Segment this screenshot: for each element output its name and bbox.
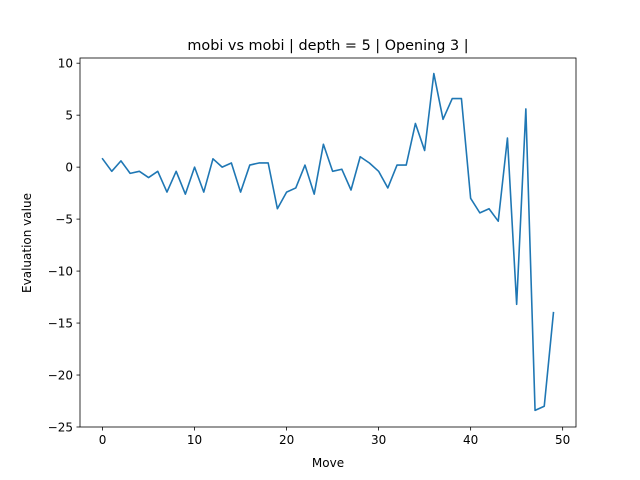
x-axis-ticks: 0 10 20 30 40 50 — [99, 427, 570, 447]
x-axis-label: Move — [312, 456, 344, 470]
x-tick-label: 40 — [463, 433, 478, 447]
y-tick-label: 10 — [58, 56, 73, 70]
axes-frame — [79, 57, 577, 428]
y-tick-label: −5 — [55, 212, 73, 226]
y-tick-label: −25 — [48, 420, 73, 434]
y-axis-ticks: −25 −20 −15 −10 −5 0 5 10 — [48, 56, 80, 434]
y-axis-label: Evaluation value — [20, 193, 34, 293]
x-tick-label: 30 — [371, 433, 386, 447]
x-tick-label: 20 — [279, 433, 294, 447]
y-tick-label: −15 — [48, 316, 73, 330]
y-tick-label: 5 — [65, 108, 73, 122]
y-tick-label: 0 — [65, 160, 73, 174]
x-tick-label: 0 — [99, 433, 107, 447]
plot-area — [101, 72, 555, 412]
y-tick-label: −10 — [48, 264, 73, 278]
y-tick-label: −20 — [48, 368, 73, 382]
x-tick-label: 50 — [555, 433, 570, 447]
x-tick-label: 10 — [187, 433, 202, 447]
series-line-0 — [101, 72, 555, 412]
chart-title: mobi vs mobi | depth = 5 | Opening 3 | — [187, 38, 468, 54]
